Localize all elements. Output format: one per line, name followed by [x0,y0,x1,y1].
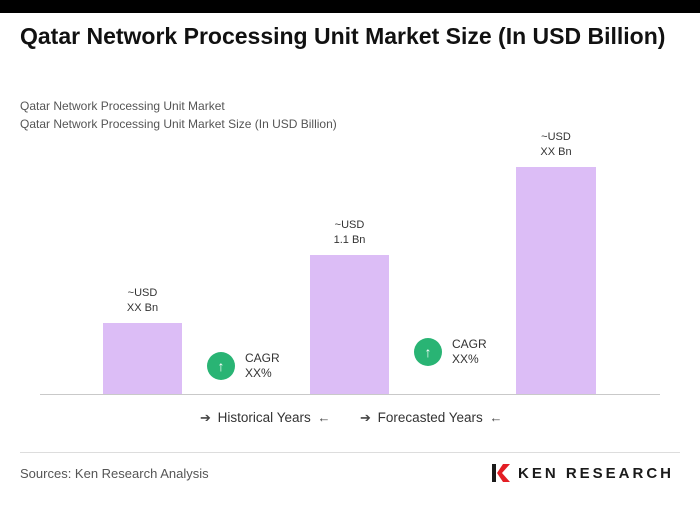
bar-historical [103,323,182,395]
ken-research-k-icon [491,464,510,482]
axis-label-text: Forecasted Years [377,410,483,425]
bar-value-label: ~USD XX Bn [540,130,571,159]
cagr-text: CAGR XX% [452,337,487,367]
bar-value-line1: ~USD [541,131,571,144]
cagr-text: CAGR XX% [245,351,280,381]
sources-text: Sources: Ken Research Analysis [20,466,209,481]
top-black-bar [0,0,700,13]
bar-value-line2: XX Bn [126,301,159,314]
cagr-label: CAGR [452,337,487,351]
up-arrow-glyph: ↑ [217,358,225,374]
cagr-up-icon: ↑ [207,352,235,380]
cagr-badge-forecast: ↑ CAGR XX% [414,337,487,367]
chart-subtitle-line2: Qatar Network Processing Unit Market Siz… [20,117,337,131]
bar-value-line2: XX Bn [540,145,572,158]
arrow-right-icon: ➔ [360,410,371,425]
bar-group-forecast: ~USD XX Bn [516,130,596,395]
up-arrow-glyph: ↑ [424,344,432,360]
axis-label-text: Historical Years [217,410,311,425]
bar-value-label: ~USD XX Bn [127,286,158,315]
bar-group-current: ~USD 1.1 Bn [310,218,389,395]
ken-research-logo: KEN RESEARCH [490,464,674,482]
footer-divider [20,452,680,453]
arrow-right-icon: ➔ [200,410,211,425]
x-axis-line [40,394,660,395]
cagr-value: XX% [452,352,479,366]
arrow-left-icon: ← [489,410,503,425]
axis-label-forecasted-years: ➔ Forecasted Years ← [357,410,506,426]
cagr-badge-historical: ↑ CAGR XX% [207,351,280,381]
axis-label-historical-years: ➔ Historical Years ← [197,410,333,426]
bar-value-line2: 1.1 Bn [333,233,366,246]
bar-group-historical: ~USD XX Bn [103,286,182,395]
page-title: Qatar Network Processing Unit Market Siz… [20,23,666,49]
bar-current [310,255,389,395]
bar-value-label: ~USD 1.1 Bn [334,218,366,247]
cagr-up-icon: ↑ [414,338,442,366]
arrow-left-icon: ← [317,410,331,425]
bar-value-line1: ~USD [334,219,365,232]
ken-research-logo-text: KEN RESEARCH [517,464,674,482]
cagr-value: XX% [245,366,272,380]
chart-subtitle-line1: Qatar Network Processing Unit Market [20,99,225,113]
bar-forecast [516,167,596,395]
bar-value-line1: ~USD [127,287,158,300]
cagr-label: CAGR [245,351,280,365]
